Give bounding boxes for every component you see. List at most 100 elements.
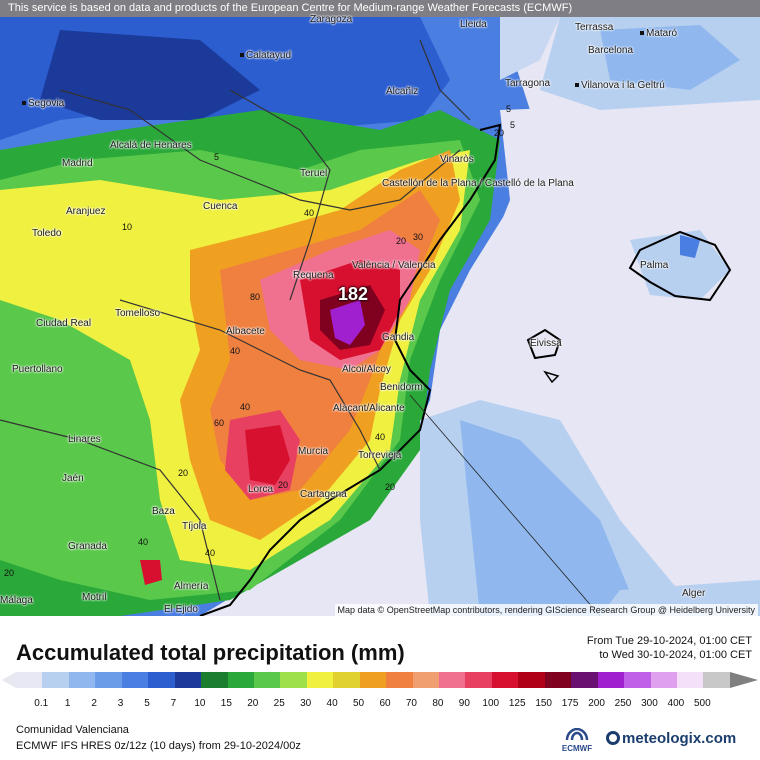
city-label: Alger xyxy=(682,588,706,599)
legend-tick-label: 80 xyxy=(432,698,444,709)
city-label: Almería xyxy=(174,581,209,592)
contour-label: 30 xyxy=(413,232,424,242)
legend-swatch xyxy=(201,672,228,688)
city-label: Alcalá de Henares xyxy=(110,140,192,151)
period-to: to Wed 30-10-2024, 01:00 CET xyxy=(599,649,752,661)
city-marker-icon xyxy=(575,83,579,88)
legend-swatch xyxy=(676,672,704,688)
contour-label: 5 xyxy=(510,120,516,130)
meteologix-logo-icon xyxy=(606,731,620,745)
period-from: From Tue 29-10-2024, 01:00 CET xyxy=(586,635,752,647)
contour-label: 40 xyxy=(304,208,315,218)
city-label: Barcelona xyxy=(588,45,634,56)
contour-label: 20 xyxy=(178,468,189,478)
city-label: Ciudad Real xyxy=(36,318,92,329)
city-label: El Ejido xyxy=(164,604,198,615)
city-label: València / Valencia xyxy=(352,260,436,271)
contour-label: 40 xyxy=(230,346,241,356)
legend-tick-label: 70 xyxy=(405,698,417,709)
city-label: Vilanova i la Geltrú xyxy=(575,80,665,91)
data-source-disclaimer: This service is based on data and produc… xyxy=(0,0,760,17)
legend-tick-label: 400 xyxy=(667,698,685,709)
chart-title: Accumulated total precipitation (mm) xyxy=(16,640,405,665)
city-label: Motril xyxy=(82,592,107,603)
city-label: Lorca xyxy=(248,484,274,495)
legend-tick-label: 60 xyxy=(379,698,391,709)
legend-tick-label: 0.1 xyxy=(34,698,49,709)
meteologix-brand[interactable]: meteologix.com xyxy=(606,730,736,747)
city-label: Benidorm xyxy=(380,382,423,393)
city-label: Baza xyxy=(152,506,175,517)
legend-swatch xyxy=(359,672,387,688)
legend-tick-label: 25 xyxy=(273,698,285,709)
contour-label: 5 xyxy=(214,152,220,162)
city-label: Requena xyxy=(293,270,334,281)
city-label: Lleida xyxy=(460,19,487,30)
legend-swatch xyxy=(148,672,175,688)
city-label: Tomelloso xyxy=(115,308,161,319)
legend-swatch xyxy=(491,672,519,688)
contour-label: 40 xyxy=(375,432,386,442)
precipitation-map[interactable]: This service is based on data and produc… xyxy=(0,0,760,616)
legend-swatch xyxy=(306,672,334,688)
contour-label: 20 xyxy=(278,480,289,490)
color-scale-ticks: 0.1 1 2 3 5 7 10 15 20 25 30 40 50 60 70 80 90 100 125 150 1… xyxy=(16,698,746,712)
city-label: Teruel xyxy=(300,168,328,179)
legend-swatch xyxy=(68,672,96,688)
region-name: Comunidad Valenciana xyxy=(16,724,129,736)
forecast-period: From Tue 29-10-2024, 01:00 CET to Wed 30… xyxy=(587,634,752,662)
legend-swatch xyxy=(518,672,545,688)
city-label: Tarragona xyxy=(505,78,551,89)
contour-label: 40 xyxy=(240,402,251,412)
legend-swatch xyxy=(650,672,677,688)
legend-swatch xyxy=(121,672,149,688)
city-label: Madrid xyxy=(62,158,93,169)
legend-swatch xyxy=(280,672,307,688)
contour-label: 40 xyxy=(138,537,149,547)
legend-swatch xyxy=(227,672,254,688)
legend-swatch xyxy=(439,672,466,688)
map-attribution[interactable]: Map data © OpenStreetMap contributors, r… xyxy=(334,604,758,616)
city-label: Linares xyxy=(68,434,101,445)
city-label: Zaragoza xyxy=(310,14,353,25)
legend-swatch xyxy=(597,672,625,688)
model-run-info: ECMWF IFS HRES 0z/12z (10 days) from 29-… xyxy=(16,740,301,752)
ecmwf-logo-icon xyxy=(565,727,589,741)
legend-tick-label: 125 xyxy=(508,698,526,709)
legend-swatch xyxy=(624,672,651,688)
legend-tick-label: 40 xyxy=(326,698,338,709)
legend-swatch xyxy=(333,672,360,688)
legend-tick-label: 175 xyxy=(561,698,579,709)
city-label: Palma xyxy=(640,260,669,271)
city-label: Vinaròs xyxy=(440,154,474,165)
city-marker-icon xyxy=(240,53,244,58)
contour-label: 40 xyxy=(205,548,216,558)
legend-tick-label: 15 xyxy=(220,698,232,709)
city-label: Castellón de la Plana / Castelló de la P… xyxy=(382,178,574,189)
contour-label: 5 xyxy=(506,104,512,114)
city-label: Tíjola xyxy=(182,521,207,532)
legend-tick-label: 3 xyxy=(117,698,124,709)
city-label: Cartagena xyxy=(300,489,347,500)
legend-tick-label: 7 xyxy=(170,698,177,709)
city-label: Torrevieja xyxy=(358,450,402,461)
legend-tick-label: 300 xyxy=(641,698,658,709)
legend-tick-label: 5 xyxy=(144,698,150,709)
city-label: Albacete xyxy=(226,326,265,337)
map-canvas xyxy=(0,17,760,616)
legend-tick-label: 20 xyxy=(247,698,259,709)
legend-tick-label: 10 xyxy=(194,698,206,709)
city-label: Toledo xyxy=(32,228,62,239)
city-marker-icon xyxy=(640,31,644,36)
contour-label: 20 xyxy=(4,568,15,578)
legend-tick-label: 100 xyxy=(482,698,500,709)
contour-label: 80 xyxy=(250,292,261,302)
city-label: Alacant/Alicante xyxy=(333,403,405,414)
legend-swatch xyxy=(412,672,439,688)
legend-swatch xyxy=(16,672,43,688)
city-label: Eivissa xyxy=(530,338,562,349)
contour-label: 20 xyxy=(396,236,407,246)
city-label: Málaga xyxy=(0,595,33,606)
city-label: Terrassa xyxy=(575,22,614,33)
city-label: Jaén xyxy=(62,473,84,484)
